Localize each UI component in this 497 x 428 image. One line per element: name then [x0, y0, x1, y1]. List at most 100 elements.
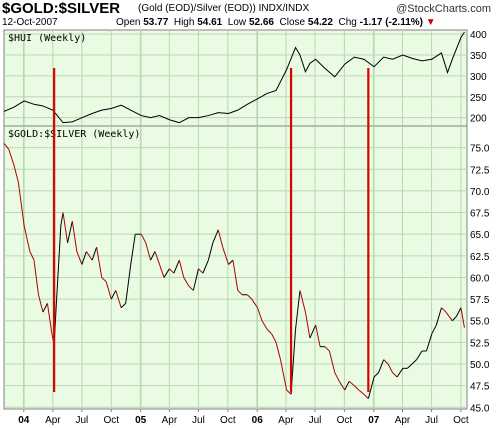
ratio-series-segment	[431, 324, 437, 334]
x-tick-label: Jul	[192, 415, 205, 426]
ratio-series-segment	[130, 234, 136, 265]
ratio-series-segment	[192, 268, 199, 291]
ratio-series-segment	[29, 251, 35, 261]
x-tick-label: Oct	[453, 415, 469, 426]
ratio-series-segment	[17, 182, 25, 226]
low-label: Low	[227, 17, 247, 28]
y-tick-label: 350	[470, 51, 487, 62]
ratio-series-segment	[145, 242, 152, 261]
close-label: Close	[279, 17, 306, 28]
ratio-series-segment	[266, 329, 272, 335]
ratio-series-segment	[338, 381, 346, 391]
ratio-series-segment	[115, 290, 122, 308]
ratio-background	[3, 125, 468, 410]
subtitle-text: (Gold (EOD)/Silver (EOD))	[138, 3, 256, 14]
ratio-series-segment	[188, 285, 194, 291]
y-tick-label: 200	[470, 114, 487, 125]
x-tick-label: Jul	[309, 415, 322, 426]
ratio-series-segment	[62, 212, 69, 243]
ratio-series-segment	[38, 294, 44, 313]
ratio-series-segment	[125, 264, 132, 304]
ratio-series-segment	[222, 247, 229, 265]
ratio-series-segment	[392, 372, 398, 378]
ratio-series-segment	[183, 277, 190, 287]
ratio-series-segment	[275, 342, 282, 360]
x-tick-label: Jul	[425, 415, 438, 426]
ratio-series-segment	[217, 229, 224, 248]
ratio-series-segment	[315, 324, 321, 347]
ratio-series-segment	[228, 259, 234, 265]
ratio-series-segment	[271, 333, 277, 343]
ratio-series-segment	[60, 212, 64, 226]
y-tick-label: 60.0	[470, 273, 490, 284]
ratio-series-segment	[456, 307, 462, 317]
y-tick-label: 400	[470, 30, 487, 41]
ratio-series-segment	[387, 363, 394, 373]
x-tick-label: Oct	[220, 415, 236, 426]
ratio-series-segment	[367, 376, 375, 399]
ratio-series-segment	[363, 393, 369, 399]
ratio-series-segment	[257, 307, 263, 321]
y-tick-label: 70.0	[470, 187, 490, 198]
high-label: High	[173, 17, 195, 28]
ratio-series-segment	[67, 221, 73, 243]
open-value: 53.77	[143, 17, 169, 28]
y-tick-label: 47.5	[470, 382, 490, 393]
ratio-series-segment	[328, 350, 336, 373]
ratio-series-segment	[212, 229, 219, 244]
ratio-series-segment	[8, 149, 15, 166]
chart-subtitle: (Gold (EOD)/Silver (EOD)) INDX/INDX	[138, 3, 309, 14]
ratio-series-segment	[105, 281, 112, 300]
chg-label: Chg	[338, 17, 357, 28]
y-tick-label: 75.0	[470, 144, 490, 155]
x-tick-label: Oct	[337, 415, 353, 426]
ratio-series-segment	[207, 242, 214, 261]
ratio-series-segment	[251, 298, 258, 309]
ratio-series-segment	[150, 251, 156, 261]
ratio-series-segment	[286, 389, 292, 395]
close-value: 54.22	[307, 17, 333, 28]
ohlc-summary: Open 53.77 High 54.61 Low 52.66 Close 54…	[116, 17, 436, 28]
ratio-series-segment	[445, 311, 453, 322]
y-tick-label: 65.0	[470, 230, 490, 241]
y-tick-label: 67.5	[470, 209, 490, 220]
ratio-series-segment	[163, 268, 170, 278]
x-tick-label: 06	[252, 415, 264, 426]
high-value: 54.61	[197, 17, 223, 28]
ratio-series-segment	[344, 381, 350, 391]
x-tick-label: Apr	[395, 415, 411, 426]
hui-panel: 200 250 300 350 400 $HUI (Weekly)	[3, 29, 487, 127]
ratio-series-segment	[348, 380, 355, 387]
ratio-series-segment	[42, 303, 48, 313]
ratio-series-segment	[406, 363, 413, 369]
ratio-series-segment	[411, 359, 417, 365]
ratio-series-segment	[246, 294, 253, 300]
brand-link[interactable]: @StockCharts.com	[396, 3, 491, 15]
ratio-series-segment	[378, 359, 385, 373]
ratio-series-segment	[71, 221, 78, 252]
down-arrow-icon: ▼	[425, 17, 436, 28]
ratio-series-segment	[101, 277, 107, 283]
y-tick-label: 300	[470, 72, 487, 83]
ratio-series-segment	[416, 350, 423, 360]
x-tick-label: Oct	[104, 415, 120, 426]
quote-date: 12-Oct-2007	[2, 17, 58, 28]
x-tick-label: Apr	[278, 415, 294, 426]
open-label: Open	[116, 17, 141, 28]
ratio-series-segment	[441, 307, 447, 313]
x-tick-label: Jul	[76, 415, 89, 426]
hui-series-line	[3, 31, 465, 124]
ratio-series-segment	[373, 372, 379, 378]
ratio-series-segment	[110, 290, 117, 300]
ratio-series-segment	[173, 259, 180, 274]
ratio-series-segment	[280, 359, 288, 391]
ratio-series-segment	[76, 251, 83, 265]
ratio-series-segment	[451, 316, 457, 322]
ratio-series-segment	[198, 268, 204, 274]
y-tick-label: 50.0	[470, 360, 490, 371]
ratio-series-segment	[324, 346, 330, 352]
hui-label: $HUI (Weekly)	[8, 33, 86, 44]
y-tick-label: 62.5	[470, 252, 490, 263]
ratio-series-segment	[178, 260, 185, 278]
